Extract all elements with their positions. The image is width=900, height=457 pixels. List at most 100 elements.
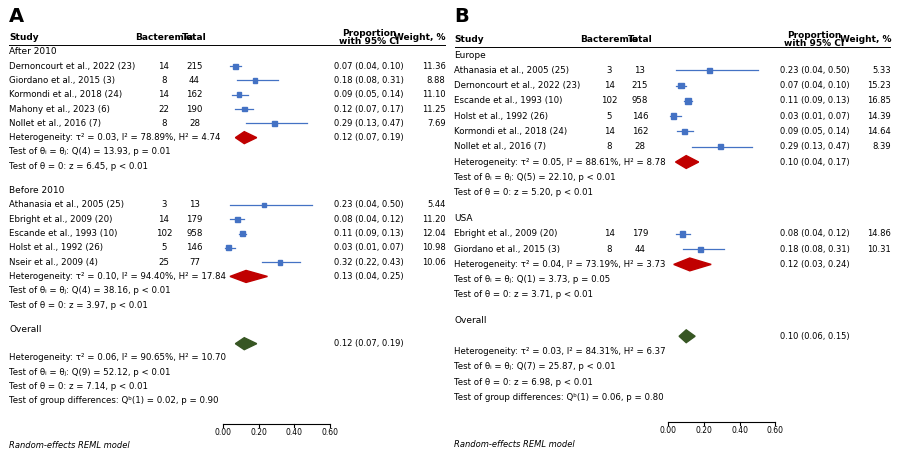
Text: Athanasia et al., 2005 (25): Athanasia et al., 2005 (25) — [454, 66, 570, 75]
Bar — [273, 121, 277, 126]
Text: Test of θ = 0: z = 3.97, p < 0.01: Test of θ = 0: z = 3.97, p < 0.01 — [9, 301, 148, 309]
Text: Giordano et al., 2015 (3): Giordano et al., 2015 (3) — [9, 76, 115, 85]
Text: 7.69: 7.69 — [427, 119, 446, 128]
Text: 0.07 (0.04, 0.10): 0.07 (0.04, 0.10) — [334, 62, 404, 70]
Text: 5.44: 5.44 — [428, 200, 446, 209]
Text: 0.12 (0.03, 0.24): 0.12 (0.03, 0.24) — [779, 260, 850, 269]
Bar — [277, 260, 283, 265]
Text: 14: 14 — [158, 90, 169, 99]
Text: Bacteremia: Bacteremia — [135, 33, 193, 42]
Text: 0.13 (0.04, 0.25): 0.13 (0.04, 0.25) — [334, 272, 404, 281]
Text: Test of θ = 0: z = 7.14, p < 0.01: Test of θ = 0: z = 7.14, p < 0.01 — [9, 382, 148, 391]
Text: 10.31: 10.31 — [868, 244, 891, 254]
Text: 8: 8 — [161, 119, 166, 128]
Polygon shape — [674, 258, 711, 271]
Text: 44: 44 — [189, 76, 200, 85]
Text: Heterogeneity: τ² = 0.03, I² = 84.31%, H² = 6.37: Heterogeneity: τ² = 0.03, I² = 84.31%, H… — [454, 347, 666, 356]
Text: Europe: Europe — [454, 51, 486, 59]
Text: Holst et al., 1992 (26): Holst et al., 1992 (26) — [9, 243, 103, 252]
Text: Heterogeneity: τ² = 0.05, I² = 88.61%, H² = 8.78: Heterogeneity: τ² = 0.05, I² = 88.61%, H… — [454, 158, 666, 166]
Text: 0.40: 0.40 — [731, 426, 748, 435]
Text: Kormondi et al., 2018 (24): Kormondi et al., 2018 (24) — [9, 90, 122, 99]
Text: 0.08 (0.04, 0.12): 0.08 (0.04, 0.12) — [779, 229, 850, 239]
Bar — [680, 231, 686, 237]
Bar — [681, 129, 687, 134]
Text: 14.86: 14.86 — [867, 229, 891, 239]
Text: Test of θᵢ = θⱼ: Q(4) = 38.16, p < 0.01: Test of θᵢ = θⱼ: Q(4) = 38.16, p < 0.01 — [9, 286, 171, 295]
Text: Test of θᵢ = θⱼ: Q(4) = 13.93, p = 0.01: Test of θᵢ = θⱼ: Q(4) = 13.93, p = 0.01 — [9, 148, 171, 156]
Text: 102: 102 — [156, 229, 172, 238]
Text: Overall: Overall — [454, 317, 487, 325]
Text: 0.09 (0.05, 0.14): 0.09 (0.05, 0.14) — [779, 127, 850, 136]
Text: 0.11 (0.09, 0.13): 0.11 (0.09, 0.13) — [779, 96, 850, 106]
Text: 0.00: 0.00 — [214, 428, 231, 437]
Polygon shape — [236, 132, 256, 143]
Text: 0.08 (0.04, 0.12): 0.08 (0.04, 0.12) — [334, 215, 404, 223]
Text: 8.88: 8.88 — [427, 76, 446, 85]
Text: 10.98: 10.98 — [422, 243, 446, 252]
Text: Nollet et al., 2016 (7): Nollet et al., 2016 (7) — [454, 142, 546, 151]
Text: 11.25: 11.25 — [422, 105, 446, 113]
Bar — [698, 247, 703, 252]
Text: Ebright et al., 2009 (20): Ebright et al., 2009 (20) — [454, 229, 558, 239]
Text: 0.07 (0.04, 0.10): 0.07 (0.04, 0.10) — [779, 81, 850, 90]
Text: 958: 958 — [186, 229, 202, 238]
Bar — [671, 113, 677, 119]
Text: 0.10 (0.04, 0.17): 0.10 (0.04, 0.17) — [779, 158, 850, 166]
Text: 14: 14 — [158, 215, 169, 223]
Bar — [240, 231, 245, 236]
Text: 25: 25 — [158, 258, 169, 266]
Bar — [235, 217, 239, 222]
Text: 0.12 (0.07, 0.19): 0.12 (0.07, 0.19) — [334, 339, 404, 348]
Text: Heterogeneity: τ² = 0.03, I² = 78.89%, H² = 4.74: Heterogeneity: τ² = 0.03, I² = 78.89%, H… — [9, 133, 220, 142]
Polygon shape — [230, 271, 267, 282]
Text: 958: 958 — [632, 96, 648, 106]
Text: 162: 162 — [186, 90, 202, 99]
Text: 0.18 (0.08, 0.31): 0.18 (0.08, 0.31) — [779, 244, 850, 254]
Text: 77: 77 — [189, 258, 200, 266]
Text: 5: 5 — [607, 112, 612, 121]
Text: Total: Total — [627, 35, 652, 44]
Bar — [237, 92, 241, 97]
Text: Proportion: Proportion — [342, 29, 396, 38]
Text: 8.39: 8.39 — [872, 142, 891, 151]
Text: 13: 13 — [634, 66, 645, 75]
Text: Dernoncourt et al., 2022 (23): Dernoncourt et al., 2022 (23) — [9, 62, 135, 70]
Text: 146: 146 — [632, 112, 648, 121]
Text: 215: 215 — [632, 81, 648, 90]
Bar — [262, 203, 266, 207]
Polygon shape — [236, 338, 256, 350]
Text: 179: 179 — [632, 229, 648, 239]
Text: 0.00: 0.00 — [660, 426, 677, 435]
Text: USA: USA — [454, 214, 473, 223]
Text: 44: 44 — [634, 244, 645, 254]
Text: 0.09 (0.05, 0.14): 0.09 (0.05, 0.14) — [334, 90, 404, 99]
Text: 8: 8 — [161, 76, 166, 85]
Text: Study: Study — [454, 35, 484, 44]
Text: Test of θ = 0: z = 6.45, p < 0.01: Test of θ = 0: z = 6.45, p < 0.01 — [9, 162, 148, 171]
Text: 146: 146 — [186, 243, 202, 252]
Text: Random-effects REML model: Random-effects REML model — [454, 440, 575, 449]
Text: 162: 162 — [632, 127, 648, 136]
Text: 11.10: 11.10 — [422, 90, 446, 99]
Text: 0.10 (0.06, 0.15): 0.10 (0.06, 0.15) — [779, 332, 850, 341]
Text: Test of θᵢ = θⱼ: Q(5) = 22.10, p < 0.01: Test of θᵢ = θⱼ: Q(5) = 22.10, p < 0.01 — [454, 173, 616, 182]
Text: 0.20: 0.20 — [250, 428, 267, 437]
Text: 0.03 (0.01, 0.07): 0.03 (0.01, 0.07) — [779, 112, 850, 121]
Text: Mahony et al., 2023 (6): Mahony et al., 2023 (6) — [9, 105, 110, 113]
Text: Test of θ = 0: z = 3.71, p < 0.01: Test of θ = 0: z = 3.71, p < 0.01 — [454, 291, 593, 299]
Text: 22: 22 — [158, 105, 169, 113]
Text: Before 2010: Before 2010 — [9, 186, 65, 195]
Bar — [685, 98, 691, 104]
Text: 16.85: 16.85 — [867, 96, 891, 106]
Text: 0.11 (0.09, 0.13): 0.11 (0.09, 0.13) — [334, 229, 404, 238]
Text: 0.20: 0.20 — [696, 426, 713, 435]
Text: 14: 14 — [604, 81, 615, 90]
Text: A: A — [9, 7, 24, 26]
Text: Weight, %: Weight, % — [840, 35, 891, 44]
Text: Test of θᵢ = θⱼ: Q(7) = 25.87, p < 0.01: Test of θᵢ = θⱼ: Q(7) = 25.87, p < 0.01 — [454, 362, 616, 372]
Text: 0.12 (0.07, 0.17): 0.12 (0.07, 0.17) — [334, 105, 404, 113]
Text: Test of group differences: Qᵇ(1) = 0.02, p = 0.90: Test of group differences: Qᵇ(1) = 0.02,… — [9, 396, 219, 405]
Text: Kormondi et al., 2018 (24): Kormondi et al., 2018 (24) — [454, 127, 568, 136]
Text: Giordano et al., 2015 (3): Giordano et al., 2015 (3) — [454, 244, 561, 254]
